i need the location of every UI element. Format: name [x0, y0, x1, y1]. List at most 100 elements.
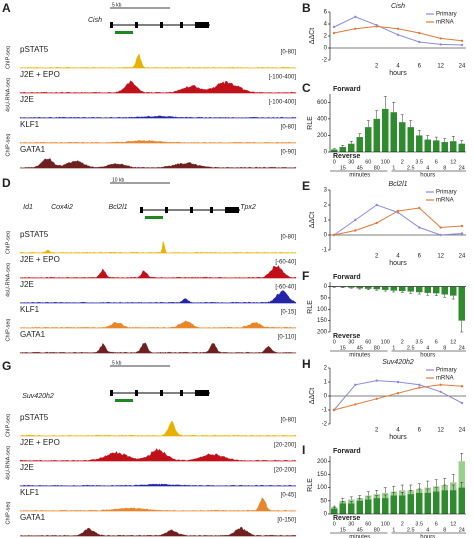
- assay-label: 4sU-RNA-seq: [5, 446, 11, 480]
- track-range: [-100-400]: [269, 100, 297, 106]
- data-point: [396, 27, 400, 30]
- x-tick-label: 12: [450, 159, 456, 165]
- y-tick-label: 2: [324, 366, 328, 372]
- x-tick-label: 4: [426, 345, 429, 351]
- bar: [356, 500, 363, 514]
- data-point: [332, 408, 336, 412]
- data-point: [354, 229, 357, 232]
- x-tick-label: 6: [418, 254, 422, 260]
- y-tick-label: 2: [324, 34, 328, 40]
- bar: [416, 135, 423, 152]
- bar: [433, 286, 440, 294]
- track-range: [-60-40]: [275, 285, 296, 291]
- x-tick-label: 100: [381, 339, 390, 345]
- x-tick-label: 4: [396, 428, 400, 434]
- gene-name: Tpx2: [240, 204, 256, 211]
- data-point: [354, 383, 357, 386]
- track-name: GATA1: [20, 513, 46, 522]
- y-tick-label: 400: [317, 116, 328, 122]
- data-point: [396, 33, 400, 36]
- y-tick-label: 0: [324, 46, 328, 52]
- data-point: [354, 15, 357, 18]
- data-point: [439, 390, 442, 393]
- y-axis-label: RLE: [307, 478, 314, 492]
- y-tick-label: 6: [324, 10, 328, 16]
- x-tick-label: 4: [426, 165, 429, 171]
- y-tick-label: 1: [324, 380, 328, 386]
- track-name: KLF1: [20, 305, 40, 314]
- track-name: GATA1: [20, 145, 46, 154]
- x-tick-label: 0: [333, 521, 336, 527]
- data-point: [460, 385, 464, 388]
- x-tick-label: 6: [435, 159, 438, 165]
- bar: [373, 498, 380, 514]
- bar: [331, 149, 338, 152]
- bar: [433, 140, 440, 152]
- exon: [195, 390, 209, 396]
- group-label: hours: [420, 535, 435, 538]
- signal-track: [19, 420, 297, 437]
- signal-track: [19, 115, 297, 119]
- x-tick-label: 1: [392, 527, 395, 533]
- bar: [399, 122, 406, 152]
- x-tick-label: 24: [459, 527, 465, 533]
- data-point: [332, 25, 336, 29]
- y-tick-label: -1: [322, 248, 328, 254]
- y-tick-label: 1: [324, 218, 328, 224]
- data-point: [460, 39, 464, 42]
- exon: [180, 390, 183, 396]
- data-point: [418, 386, 421, 389]
- y-tick-label: 100: [317, 307, 328, 313]
- track-range: [0-45]: [281, 493, 297, 499]
- bar: [433, 491, 440, 514]
- track-name: J2E: [20, 463, 34, 472]
- exon: [195, 22, 209, 28]
- bar: [339, 503, 346, 514]
- y-tick-label: -2: [322, 422, 328, 428]
- legend-label: mRNA: [436, 198, 454, 204]
- track-name: KLF1: [20, 488, 40, 497]
- data-point: [418, 383, 421, 386]
- bar: [339, 286, 346, 288]
- x-tick-label: 2: [401, 339, 404, 345]
- reverse-label: Reverse: [333, 333, 360, 340]
- x-tick-label: 8: [443, 527, 446, 533]
- bar: [407, 494, 414, 514]
- forward-label: Forward: [333, 86, 361, 93]
- panel-label: I: [302, 443, 305, 457]
- bar: [416, 492, 423, 514]
- x-tick-label: 24: [459, 165, 465, 171]
- x-tick-label: 4: [396, 254, 400, 260]
- forward-label: Forward: [333, 274, 361, 281]
- x-tick-label: 2: [375, 428, 379, 434]
- bar: [458, 286, 465, 321]
- x-tick-label: 1: [392, 345, 395, 351]
- x-tick-label: 4: [396, 64, 400, 70]
- track-range: [0-80]: [281, 235, 297, 241]
- bar: [390, 495, 397, 514]
- x-tick-label: 2.5: [407, 165, 415, 171]
- legend-label: Primary: [436, 190, 457, 196]
- y-tick-label: 150: [317, 472, 328, 478]
- legend-label: Primary: [436, 12, 457, 18]
- bar: [424, 492, 431, 514]
- legend-label: Primary: [436, 368, 457, 374]
- x-tick-label: 30: [348, 339, 354, 345]
- x-tick-label: 0: [333, 339, 336, 345]
- data-point: [460, 43, 464, 47]
- panel-label: G: [2, 359, 11, 373]
- track-range: [-100-400]: [269, 75, 297, 81]
- assay-label: ChIP-seq: [5, 414, 11, 437]
- legend-label: mRNA: [436, 376, 454, 382]
- y-tick-label: 4: [324, 22, 328, 28]
- data-point: [354, 218, 357, 222]
- y-axis-label: RLE: [307, 300, 314, 314]
- bar: [441, 490, 448, 514]
- x-tick-label: 2.5: [407, 527, 415, 533]
- bar: [348, 503, 355, 514]
- track-name: J2E + EPO: [20, 70, 60, 79]
- y-axis-label: ΔΔCt: [309, 28, 316, 44]
- signal-track: [19, 342, 297, 354]
- exon: [160, 22, 163, 28]
